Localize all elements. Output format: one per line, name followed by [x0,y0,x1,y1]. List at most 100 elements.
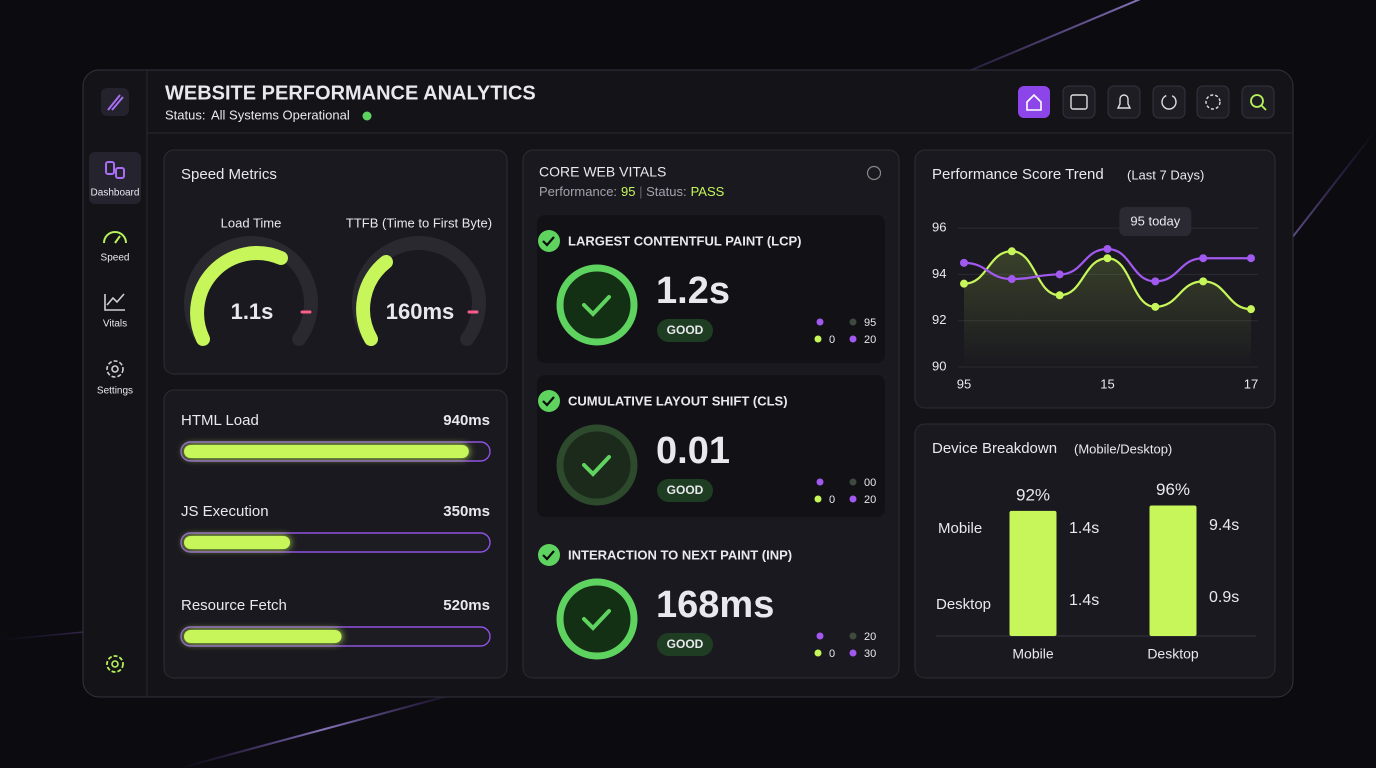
bar [184,445,469,458]
gauge-value: 1.1s [231,299,274,324]
rating-pill [657,633,713,656]
bar [184,536,291,549]
icon [1205,94,1221,110]
vital-value: 168ms [656,584,774,626]
icon [1161,94,1177,110]
y-tick-label: 90 [932,358,946,373]
check-badge [538,390,560,412]
legend-text: 0 [829,334,835,346]
nav-label[interactable]: Vitals [103,319,127,330]
bar-value-label: 92% [1016,485,1050,504]
point [1055,270,1064,279]
legend-dot [814,335,822,343]
status-label: Status: [165,107,205,122]
header-buttons [1018,85,1275,119]
nav-icon [115,167,125,179]
point [1151,277,1160,286]
report-button[interactable] [1062,85,1096,119]
chart-title: Performance Score Trend [932,166,1104,183]
point [1103,254,1112,263]
rating-pill [657,479,713,502]
bar-value: 520ms [443,597,490,614]
bar-label: HTML Load [181,412,259,429]
bar-annotation: 1.4s [1069,520,1099,537]
bar-annotation: 1.4s [1069,592,1099,609]
bar [184,630,342,643]
bar-value-label: 96% [1156,480,1190,499]
refresh-button[interactable] [1152,85,1186,119]
gauges [184,236,486,346]
tooltip-text: 95 today [1130,213,1180,228]
bar-annotation: 0.9s [1209,589,1239,606]
summary-part: PASS [691,184,725,199]
vital-title: CUMULATIVE LAYOUT SHIFT (CLS) [568,393,788,408]
check-mark [542,236,555,247]
legend-text: 20 [864,494,876,506]
point [1007,275,1016,284]
page-title: WEBSITE PERFORMANCE ANALYTICS [165,82,536,104]
nav-label[interactable]: Dashboard [91,188,140,199]
nav-label[interactable]: Settings [97,386,133,397]
gauge-label: TTFB (Time to First Byte) [346,215,492,230]
gauge-fill [356,255,393,346]
point [1247,254,1255,263]
chart-title: Device Breakdown [932,440,1057,457]
row-label: Mobile [938,520,982,537]
area [964,251,1251,367]
nav-active-bg[interactable] [89,152,141,204]
legend-dot [816,318,824,326]
panel-title: Speed Metrics [181,166,277,183]
nav-icon[interactable] [104,293,125,311]
point [960,258,968,267]
check-badge [538,544,560,566]
search-button[interactable] [1241,85,1275,119]
vital-check [582,295,611,317]
bar [1009,510,1057,636]
point [1103,244,1112,253]
x-tick-label: Mobile [1012,646,1053,662]
notification-button[interactable] [1107,85,1141,119]
x-tick-label: 15 [1100,376,1114,391]
x-tick-label: Desktop [1147,646,1199,662]
x-tick-label: 95 [957,376,971,391]
vital-check [582,455,611,477]
streak [899,0,1141,101]
y-tick-label: 96 [932,220,946,235]
nav-icon[interactable] [106,360,124,378]
point [960,279,968,288]
settings-icon[interactable] [106,655,124,673]
nav-icon[interactable] [103,231,127,244]
settings-button[interactable] [1196,85,1230,119]
legend-dot [849,495,857,503]
legend-dot [849,632,857,640]
status-dot [362,111,372,121]
row-label: Desktop [936,596,991,613]
nav-label[interactable]: Speed [101,253,130,264]
icon [1026,93,1042,111]
gauge-label: Load Time [221,215,282,230]
vital-value: 0.01 [656,430,730,472]
chart-subtitle: (Mobile/Desktop) [1074,441,1172,456]
home-button[interactable] [1018,86,1050,118]
vital-ring [556,578,638,660]
tooltip [1119,207,1192,236]
legend-dot [849,649,857,657]
legend-text: 95 [864,317,876,329]
bar [1149,505,1197,636]
vital-title: INTERACTION TO NEXT PAINT (INP) [568,547,792,562]
bar-label: Resource Fetch [181,597,287,614]
check-mark [542,550,555,561]
point [1151,302,1160,311]
nav-icon [105,161,115,175]
legend-dot [816,632,824,640]
info-icon[interactable] [866,165,882,181]
streak [179,689,471,768]
device-panel [914,423,1276,679]
vital-title: LARGEST CONTENTFUL PAINT (LCP) [568,233,802,248]
check-mark [542,396,555,407]
check-badge [538,230,560,252]
icon [1250,94,1264,108]
legend-text: 20 [864,334,876,346]
legend-dot [814,495,822,503]
